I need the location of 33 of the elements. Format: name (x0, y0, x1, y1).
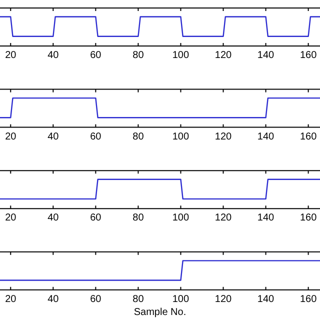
x-tick-label: 40 (48, 131, 60, 142)
x-tick-label: 140 (257, 294, 275, 305)
x-tick-label: 80 (132, 294, 144, 305)
x-tick-label: 120 (214, 50, 232, 61)
x-tick-label: 60 (90, 294, 102, 305)
x-tick-label: 40 (48, 50, 60, 61)
x-tick-label: 20 (5, 294, 17, 305)
x-tick-label: 60 (90, 131, 102, 142)
x-tick-label: 100 (172, 50, 190, 61)
x-tick-label: 80 (132, 212, 144, 224)
x-tick-label: 140 (257, 131, 275, 142)
x-tick-label: 20 (5, 212, 17, 224)
x-tick-label: 100 (172, 212, 190, 224)
x-tick-label: 20 (5, 50, 17, 61)
x-tick-label: 160 (300, 131, 318, 142)
x-tick-label: 120 (214, 131, 232, 142)
x-tick-label: 120 (214, 212, 232, 224)
x-tick-label: 40 (48, 294, 60, 305)
x-tick-label: 140 (257, 50, 275, 61)
x-tick-label: 60 (90, 50, 102, 61)
x-tick-label: 120 (214, 294, 232, 305)
x-tick-label: 80 (132, 50, 144, 61)
x-tick-label: 160 (300, 50, 318, 61)
x-tick-label: 160 (300, 212, 318, 224)
x-tick-label: 40 (48, 212, 60, 224)
x-tick-label: 100 (172, 131, 190, 142)
x-tick-label: 100 (172, 294, 190, 305)
x-tick-label: 140 (257, 212, 275, 224)
x-tick-label: 60 (90, 212, 102, 224)
x-tick-label: 80 (132, 131, 144, 142)
x-axis-title: Sample No. (134, 306, 186, 318)
x-tick-label: 160 (300, 294, 318, 305)
x-tick-label: 20 (5, 131, 17, 142)
